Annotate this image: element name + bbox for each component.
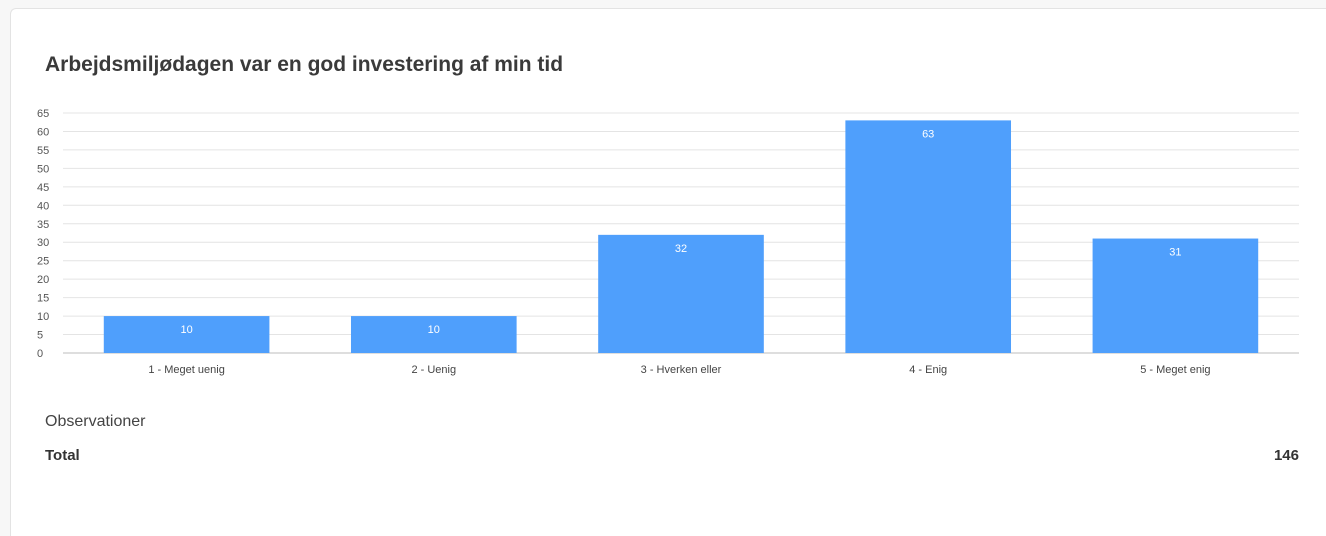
y-tick-label: 55 <box>37 145 49 157</box>
bar-data-label: 10 <box>428 324 440 336</box>
y-tick-label: 20 <box>37 274 49 286</box>
y-tick-label: 15 <box>37 293 49 305</box>
y-axis-ticks: 0 5 10 15 20 25 30 35 40 45 50 55 60 65 <box>37 108 49 360</box>
x-category-label: 4 - Enig <box>909 364 947 376</box>
y-tick-label: 5 <box>37 330 43 342</box>
data-labels: 10 10 32 63 31 <box>180 128 1181 336</box>
x-category-label: 1 - Meget uenig <box>148 364 224 376</box>
bar-data-label: 10 <box>180 324 192 336</box>
y-tick-label: 60 <box>37 126 49 138</box>
x-category-label: 3 - Hverken eller <box>641 364 722 376</box>
y-tick-label: 10 <box>37 311 49 323</box>
total-label: Total <box>45 447 80 464</box>
bar-data-label: 63 <box>922 128 934 140</box>
bar <box>1092 238 1259 353</box>
y-tick-label: 30 <box>37 237 49 249</box>
bar <box>103 316 270 353</box>
y-tick-label: 40 <box>37 200 49 212</box>
total-value: 146 <box>1273 447 1299 464</box>
bar-chart: 0 5 10 15 20 25 30 35 40 45 50 55 60 65 10 10 32 63 31 1 … <box>37 108 1299 376</box>
y-tick-label: 35 <box>37 219 49 231</box>
bar-data-label: 31 <box>1169 247 1181 259</box>
x-category-label: 2 - Uenig <box>411 364 456 376</box>
observations-heading: Observationer <box>45 413 146 430</box>
x-category-label: 5 - Meget enig <box>1140 364 1210 376</box>
x-axis-categories: 1 - Meget uenig 2 - Uenig 3 - Hverken elle… <box>148 364 1210 376</box>
bar-data-label: 32 <box>675 243 687 255</box>
y-tick-label: 25 <box>37 256 49 268</box>
bar <box>350 316 517 353</box>
bar <box>845 120 1012 353</box>
y-tick-label: 45 <box>37 182 49 194</box>
y-tick-label: 65 <box>37 108 49 120</box>
survey-card: Arbejdsmiljødagen var en god investering… <box>10 8 1326 536</box>
chart-title: Arbejdsmiljødagen var en god investering… <box>45 53 564 76</box>
y-tick-label: 0 <box>37 348 43 360</box>
bar <box>598 234 764 353</box>
y-tick-label: 50 <box>37 163 49 175</box>
bars <box>103 120 1259 353</box>
